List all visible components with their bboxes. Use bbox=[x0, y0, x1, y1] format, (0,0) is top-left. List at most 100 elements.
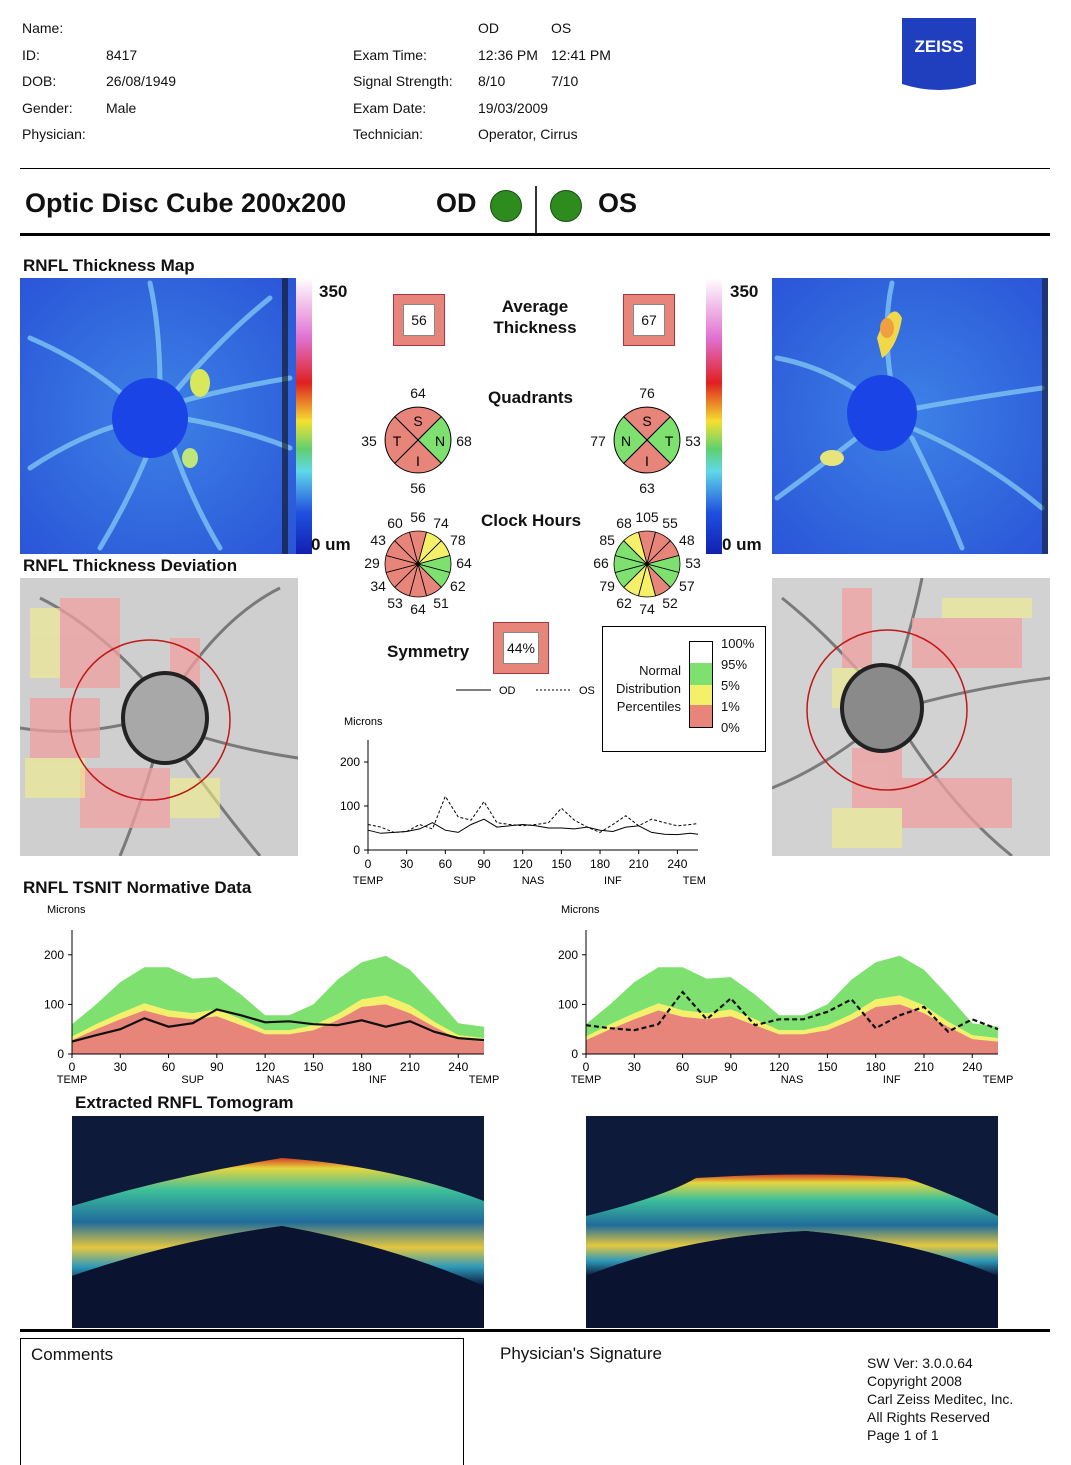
id-value: 8417 bbox=[106, 47, 138, 63]
tsnit-os-x-tick-label: 0 bbox=[583, 1060, 590, 1074]
clock-hour-value: 68 bbox=[616, 515, 632, 532]
tsnit-od-x-tick-label: 30 bbox=[114, 1060, 128, 1074]
technician-label: Technician: bbox=[353, 126, 424, 142]
tsnit-os-x-tick-label: 240 bbox=[962, 1060, 982, 1074]
tsnit-od-x-tick-label: 240 bbox=[448, 1060, 468, 1074]
tsnit-od-x-tick-label: 210 bbox=[400, 1060, 420, 1074]
legend-swatch-white bbox=[689, 641, 713, 665]
svg-text:N: N bbox=[435, 433, 445, 449]
tsnit-os-x-tick-label: 30 bbox=[628, 1060, 642, 1074]
clock-hour-value: 29 bbox=[364, 555, 380, 571]
tomogram-title: Extracted RNFL Tomogram bbox=[75, 1093, 294, 1112]
od-clock-chart bbox=[384, 530, 452, 598]
tsnit-od-y-tick-label: 200 bbox=[44, 948, 64, 962]
exam-date: 19/03/2009 bbox=[478, 100, 549, 116]
thickness-map-title: RNFL Thickness Map bbox=[23, 256, 195, 275]
tsnit-os-x-tick-label: 90 bbox=[724, 1060, 738, 1074]
page-title: Optic Disc Cube 200x200 bbox=[25, 188, 347, 218]
tsnit-od-x-region-label: TEMP bbox=[469, 1074, 500, 1086]
signature-label: Physician's Signature bbox=[500, 1344, 662, 1363]
sym-x-region-label: TEMP bbox=[353, 875, 384, 887]
od-deviation-map bbox=[20, 578, 298, 856]
svg-text:T: T bbox=[393, 433, 402, 449]
normative-legend: Normal Distribution Percentiles 100% 95% 5% 1… bbox=[602, 626, 766, 752]
zeiss-logo: ZEISS bbox=[902, 18, 976, 90]
sym-y-tick-label: 200 bbox=[340, 755, 360, 769]
software-info: SW Ver: 3.0.0.64 Copyright 2008 Carl Zei… bbox=[867, 1355, 1014, 1443]
tsnit-os-x-region-label: SUP bbox=[695, 1074, 718, 1086]
tsnit-od-x-tick-label: 120 bbox=[255, 1060, 275, 1074]
tsnit-os-x-region-label: TEMP bbox=[983, 1074, 1014, 1086]
physician-label: Physician: bbox=[22, 126, 86, 142]
od-title: OD bbox=[436, 188, 477, 218]
exam-time-os: 12:41 PM bbox=[551, 47, 611, 63]
os-tomogram bbox=[586, 1116, 998, 1328]
clock-hour-value: 48 bbox=[679, 532, 695, 548]
comments-label: Comments bbox=[31, 1345, 114, 1364]
svg-text:I: I bbox=[645, 453, 649, 469]
tsnit-od-ylabel: Microns bbox=[47, 904, 86, 916]
clock-hour-value: 62 bbox=[450, 578, 466, 594]
sym-x-tick-label: 90 bbox=[477, 857, 491, 871]
tsnit-os-y-tick-label: 0 bbox=[571, 1047, 578, 1061]
tsnit-od-y-tick-label: 100 bbox=[44, 997, 64, 1011]
gender-value: Male bbox=[106, 100, 137, 116]
sym-x-tick-label: 0 bbox=[365, 857, 372, 871]
sym-y-tick-label: 0 bbox=[353, 843, 360, 857]
tsnit-os-x-tick-label: 60 bbox=[676, 1060, 690, 1074]
symmetry-box: 44% bbox=[493, 622, 549, 674]
od-color-scale bbox=[296, 278, 312, 554]
tsnit-os-y-tick-label: 200 bbox=[558, 948, 578, 962]
exam-time-od: 12:36 PM bbox=[478, 47, 538, 63]
sym-x-tick-label: 120 bbox=[513, 857, 533, 871]
os-quadrant-n: 77 bbox=[590, 433, 606, 449]
tsnit-od-x-region-label: INF bbox=[369, 1074, 387, 1086]
tsnit-od-x-tick-label: 90 bbox=[210, 1060, 224, 1074]
clock-hour-value: 57 bbox=[679, 578, 695, 594]
os-deviation-map bbox=[772, 578, 1050, 856]
title-separator bbox=[535, 186, 537, 234]
footer-divider bbox=[20, 1329, 1050, 1332]
clock-hour-value: 43 bbox=[370, 532, 386, 548]
svg-text:ZEISS: ZEISS bbox=[914, 37, 963, 56]
clock-hour-value: 79 bbox=[599, 578, 615, 594]
svg-text:I: I bbox=[416, 453, 420, 469]
svg-text:N: N bbox=[621, 433, 631, 449]
name-label: Name: bbox=[22, 20, 64, 36]
sym-legend-os: OS bbox=[579, 685, 595, 697]
sym-ylabel: Microns bbox=[344, 716, 383, 728]
os-clock-chart bbox=[613, 530, 681, 598]
clock-hour-value: 53 bbox=[685, 555, 701, 571]
tsnit-os-x-tick-label: 120 bbox=[769, 1060, 789, 1074]
tsnit-os-ylabel: Microns bbox=[561, 904, 600, 916]
signal-os: 7/10 bbox=[551, 73, 579, 89]
sym-series-od bbox=[367, 818, 699, 836]
symmetry-chart: OD OS Microns 200 100 00 30 60 90 120 150 180 210… bbox=[340, 685, 706, 887]
deviation-title: RNFL Thickness Deviation bbox=[23, 556, 238, 575]
tsnit-od-y-tick-label: 0 bbox=[57, 1047, 64, 1061]
sym-series-os bbox=[367, 795, 699, 833]
tsnit-os-x-tick-label: 210 bbox=[914, 1060, 934, 1074]
clock-sector bbox=[394, 531, 419, 566]
tsnit-title: RNFL TSNIT Normative Data bbox=[23, 878, 252, 897]
clock-hour-value: 85 bbox=[599, 532, 615, 548]
od-quadrant-i: 56 bbox=[410, 480, 426, 496]
symmetry-value: 44% bbox=[503, 632, 539, 664]
comments-box[interactable]: Comments bbox=[20, 1338, 464, 1465]
tsnit-od-outside-band bbox=[72, 1004, 484, 1054]
os-quadrant-t: 53 bbox=[685, 433, 701, 449]
os-quadrant-chart: S N T I bbox=[613, 406, 681, 474]
os-scale-min: 0 um bbox=[722, 535, 762, 554]
sym-x-tick-label: 150 bbox=[551, 857, 571, 871]
svg-text:S: S bbox=[642, 413, 651, 429]
dob-value: 26/08/1949 bbox=[106, 73, 177, 89]
symmetry-label: Symmetry bbox=[387, 642, 470, 661]
tsnit-os-y-tick-label: 100 bbox=[558, 997, 578, 1011]
od-tomogram bbox=[72, 1116, 484, 1328]
os-scale-max: 350 bbox=[730, 282, 759, 301]
os-quadrant-i: 63 bbox=[639, 480, 655, 496]
clock-hour-value: 74 bbox=[433, 515, 449, 532]
exam-time-label: Exam Time: bbox=[353, 47, 427, 63]
title-divider bbox=[20, 233, 1050, 236]
